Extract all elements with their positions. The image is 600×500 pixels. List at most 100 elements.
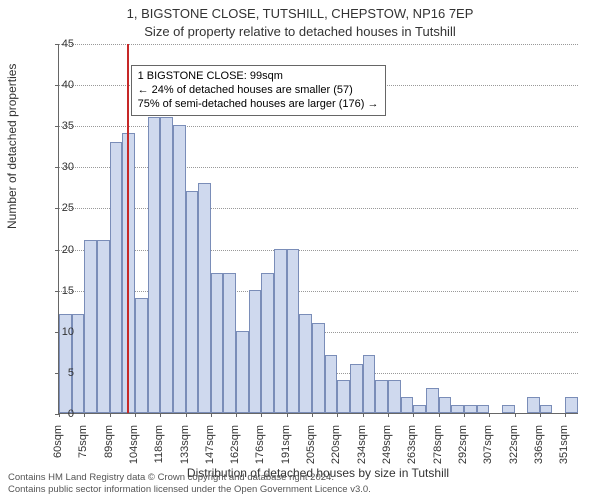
- x-tick-label: 322sqm: [508, 425, 520, 475]
- x-tick-mark: [160, 413, 161, 417]
- y-tick-label: 30: [46, 161, 74, 173]
- x-tick-mark: [236, 413, 237, 417]
- y-tick-label: 10: [46, 326, 74, 338]
- x-tick-mark: [261, 413, 262, 417]
- x-tick-mark: [135, 413, 136, 417]
- x-tick-label: 205sqm: [305, 425, 317, 475]
- histogram-bar: [148, 117, 161, 413]
- x-tick-mark: [489, 413, 490, 417]
- chart-title-line2: Size of property relative to detached ho…: [0, 24, 600, 39]
- histogram-bar: [388, 380, 401, 413]
- x-tick-label: 263sqm: [406, 425, 418, 475]
- x-tick-mark: [439, 413, 440, 417]
- gridline: [59, 167, 578, 168]
- y-axis-label: Number of detached properties: [5, 64, 19, 229]
- y-tick-label: 40: [46, 79, 74, 91]
- x-tick-label: 176sqm: [254, 425, 266, 475]
- histogram-bar: [312, 323, 325, 413]
- x-tick-label: 249sqm: [381, 425, 393, 475]
- histogram-bar: [464, 405, 477, 413]
- histogram-bar: [451, 405, 464, 413]
- x-tick-mark: [388, 413, 389, 417]
- histogram-bar: [337, 380, 350, 413]
- gridline: [59, 208, 578, 209]
- histogram-bar: [97, 240, 110, 413]
- x-tick-label: 336sqm: [533, 425, 545, 475]
- histogram-bar: [540, 405, 553, 413]
- marker-line: [127, 44, 129, 413]
- annotation-line: 1 BIGSTONE CLOSE: 99sqm: [138, 69, 379, 83]
- y-tick-label: 20: [46, 244, 74, 256]
- y-tick-label: 5: [46, 367, 74, 379]
- histogram-bar: [426, 388, 439, 413]
- histogram-bar: [325, 355, 338, 413]
- x-tick-mark: [287, 413, 288, 417]
- histogram-bar: [274, 249, 287, 413]
- histogram-bar: [160, 117, 173, 413]
- footer-line2: Contains public sector information licen…: [8, 484, 371, 496]
- x-tick-label: 220sqm: [330, 425, 342, 475]
- x-tick-mark: [540, 413, 541, 417]
- x-tick-mark: [337, 413, 338, 417]
- histogram-bar: [223, 273, 236, 413]
- histogram-bar: [198, 183, 211, 413]
- histogram-bar: [211, 273, 224, 413]
- histogram-bar: [363, 355, 376, 413]
- gridline: [59, 250, 578, 251]
- plot-area: 1 BIGSTONE CLOSE: 99sqm← 24% of detached…: [58, 44, 578, 414]
- x-tick-mark: [186, 413, 187, 417]
- histogram-bar: [261, 273, 274, 413]
- x-tick-label: 89sqm: [103, 425, 115, 475]
- x-tick-label: 118sqm: [153, 425, 165, 475]
- annotation-line: 75% of semi-detached houses are larger (…: [138, 97, 379, 111]
- x-tick-label: 147sqm: [204, 425, 216, 475]
- histogram-bar: [249, 290, 262, 413]
- y-tick-label: 25: [46, 202, 74, 214]
- x-tick-label: 133sqm: [179, 425, 191, 475]
- histogram-bar: [565, 397, 578, 413]
- histogram-bar: [173, 125, 186, 413]
- gridline: [59, 126, 578, 127]
- x-tick-label: 75sqm: [77, 425, 89, 475]
- x-tick-mark: [211, 413, 212, 417]
- y-tick-label: 35: [46, 120, 74, 132]
- y-tick-label: 0: [46, 408, 74, 420]
- x-tick-label: 234sqm: [356, 425, 368, 475]
- x-tick-label: 307sqm: [482, 425, 494, 475]
- x-tick-mark: [84, 413, 85, 417]
- x-tick-mark: [110, 413, 111, 417]
- x-tick-mark: [312, 413, 313, 417]
- x-tick-mark: [565, 413, 566, 417]
- histogram-bar: [299, 314, 312, 413]
- histogram-bar: [236, 331, 249, 413]
- histogram-bar: [110, 142, 123, 413]
- histogram-bar: [375, 380, 388, 413]
- annotation-box: 1 BIGSTONE CLOSE: 99sqm← 24% of detached…: [131, 65, 386, 116]
- histogram-bar: [527, 397, 540, 413]
- gridline: [59, 44, 578, 45]
- footer-attribution: Contains HM Land Registry data © Crown c…: [8, 472, 371, 496]
- histogram-bar: [439, 397, 452, 413]
- x-tick-label: 162sqm: [229, 425, 241, 475]
- x-tick-label: 278sqm: [432, 425, 444, 475]
- gridline: [59, 291, 578, 292]
- chart-title-line1: 1, BIGSTONE CLOSE, TUTSHILL, CHEPSTOW, N…: [0, 6, 600, 21]
- histogram-bar: [135, 298, 148, 413]
- histogram-bar: [502, 405, 515, 413]
- x-tick-mark: [363, 413, 364, 417]
- histogram-bar: [477, 405, 490, 413]
- x-tick-label: 292sqm: [457, 425, 469, 475]
- x-tick-mark: [515, 413, 516, 417]
- x-tick-label: 191sqm: [280, 425, 292, 475]
- histogram-bar: [413, 405, 426, 413]
- y-tick-label: 45: [46, 38, 74, 50]
- y-tick-label: 15: [46, 285, 74, 297]
- histogram-bar: [350, 364, 363, 413]
- x-tick-mark: [413, 413, 414, 417]
- histogram-bar: [84, 240, 97, 413]
- x-tick-mark: [464, 413, 465, 417]
- histogram-bar: [401, 397, 414, 413]
- annotation-line: ← 24% of detached houses are smaller (57…: [138, 83, 379, 97]
- x-tick-label: 104sqm: [128, 425, 140, 475]
- x-tick-label: 351sqm: [558, 425, 570, 475]
